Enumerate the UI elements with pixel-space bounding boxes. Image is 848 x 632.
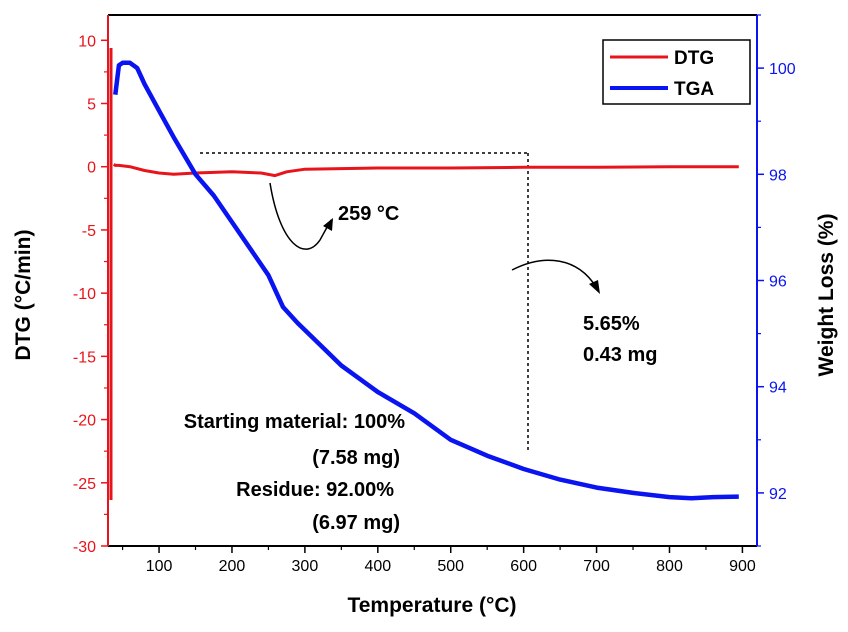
left-y-tick-label: -10 bbox=[73, 286, 96, 303]
annotation-residue-line1: Residue: 92.00% bbox=[236, 479, 394, 501]
series-line-dtg bbox=[112, 163, 739, 178]
right-y-axis-title: Weight Loss (%) bbox=[815, 214, 838, 377]
left-y-tick-label: -15 bbox=[73, 349, 96, 366]
x-axis-title: Temperature (°C) bbox=[347, 594, 516, 617]
x-tick-label: 300 bbox=[292, 558, 319, 575]
x-tick-label: 800 bbox=[656, 558, 683, 575]
annotation-loss-pct: 5.65% bbox=[583, 313, 640, 335]
annotation-start-line1: Starting material: 100% bbox=[184, 411, 405, 433]
left-y-tick-label: 0 bbox=[87, 160, 96, 177]
left-y-tick-label: -5 bbox=[82, 223, 96, 240]
left-y-tick-label: 10 bbox=[78, 33, 96, 50]
left-y-tick-label: -25 bbox=[73, 476, 96, 493]
loss-arrow bbox=[511, 259, 597, 288]
series-line-tga bbox=[113, 60, 739, 501]
x-tick-label: 900 bbox=[729, 558, 756, 575]
right-y-tick-label: 96 bbox=[769, 274, 787, 291]
right-y-tick-label: 98 bbox=[769, 167, 787, 184]
left-y-tick-label: -30 bbox=[73, 539, 96, 556]
annotation-start-line2: (7.58 mg) bbox=[312, 447, 400, 469]
x-tick-label: 700 bbox=[583, 558, 610, 575]
right-y-tick-label: 94 bbox=[769, 380, 787, 397]
right-y-tick-label: 100 bbox=[769, 61, 796, 78]
x-tick-label: 200 bbox=[219, 558, 246, 575]
axis-ticks bbox=[101, 14, 764, 553]
legend-label-dtg: DTG bbox=[674, 48, 714, 69]
peak-arrow bbox=[269, 182, 332, 250]
peak-arrowhead bbox=[323, 218, 333, 231]
x-tick-label: 600 bbox=[510, 558, 537, 575]
axis-tick-labels: 100 200 300 400 500 600 700 800 900 10 5 0 -5 -10 -15 -… bbox=[73, 33, 796, 575]
x-tick-label: 500 bbox=[437, 558, 464, 575]
x-tick-label: 400 bbox=[364, 558, 391, 575]
annotation-peak-temp: 259 °C bbox=[338, 203, 399, 225]
annotation-loss-mg: 0.43 mg bbox=[583, 344, 657, 366]
left-y-tick-label: -20 bbox=[73, 413, 96, 430]
left-y-axis-title: DTG (°C/min) bbox=[12, 230, 35, 361]
legend-label-tga: TGA bbox=[674, 79, 714, 100]
left-y-tick-label: 5 bbox=[87, 97, 96, 114]
legend-box bbox=[602, 39, 751, 105]
right-y-tick-label: 92 bbox=[769, 486, 787, 503]
loss-arrowhead bbox=[589, 280, 600, 294]
annotation-residue-line2: (6.97 mg) bbox=[312, 512, 400, 534]
x-tick-label: 100 bbox=[146, 558, 173, 575]
